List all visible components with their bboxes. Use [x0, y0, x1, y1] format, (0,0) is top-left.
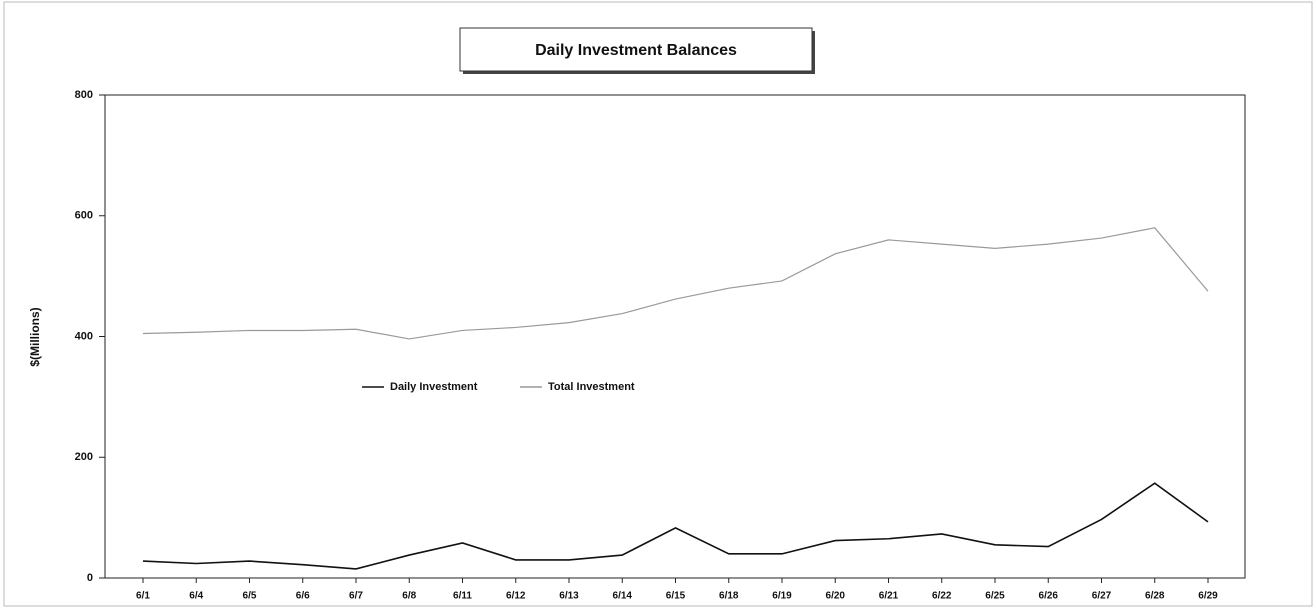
y-tick-label: 0 — [87, 572, 93, 584]
x-tick-label: 6/7 — [349, 591, 363, 602]
series-line — [142, 227, 1209, 340]
title-box — [459, 27, 813, 72]
x-tick-label: 6/14 — [613, 591, 633, 602]
y-axis-label: $(Millions) — [28, 307, 42, 366]
x-tick-label: 6/18 — [719, 591, 739, 602]
x-tick-label: 6/19 — [772, 591, 792, 602]
x-tick-label: 6/1 — [136, 591, 150, 602]
plot-area — [104, 94, 1246, 579]
legend-label: Daily Investment — [390, 381, 478, 393]
y-tick-label: 800 — [75, 89, 93, 101]
x-tick-label: 6/28 — [1145, 591, 1165, 602]
frame — [3, 1, 1313, 607]
x-tick-label: 6/21 — [879, 591, 899, 602]
x-tick-label: 6/13 — [559, 591, 579, 602]
chart-title: Daily Investment Balances — [535, 42, 737, 59]
x-tick-label: 6/29 — [1198, 591, 1218, 602]
x-tick-label: 6/25 — [985, 591, 1005, 602]
x-tick-label: 6/8 — [402, 591, 416, 602]
y-tick-label: 200 — [75, 451, 93, 463]
y-tick-label: 400 — [75, 330, 93, 342]
y-tick-label: 600 — [75, 210, 93, 222]
x-tick-label: 6/5 — [243, 591, 257, 602]
x-tick-label: 6/27 — [1092, 591, 1112, 602]
series-line — [142, 482, 1209, 570]
x-tick-label: 6/12 — [506, 591, 526, 602]
x-tick-label: 6/26 — [1039, 591, 1059, 602]
x-tick-label: 6/20 — [826, 591, 846, 602]
x-tick-label: 6/11 — [453, 591, 472, 602]
x-tick-label: 6/15 — [666, 591, 686, 602]
legend-label: Total Investment — [548, 381, 635, 393]
x-tick-label: 6/22 — [932, 591, 952, 602]
x-tick-label: 6/4 — [189, 591, 203, 602]
x-tick-label: 6/6 — [296, 591, 310, 602]
